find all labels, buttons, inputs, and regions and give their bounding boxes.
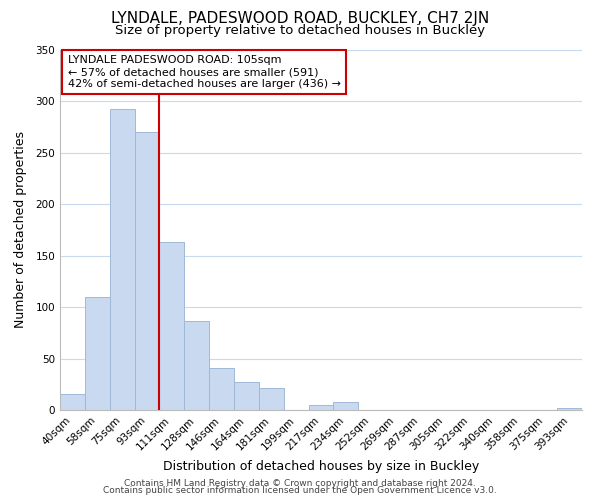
Bar: [234, 382, 259, 410]
Bar: [259, 388, 284, 410]
Text: LYNDALE PADESWOOD ROAD: 105sqm
← 57% of detached houses are smaller (591)
42% of: LYNDALE PADESWOOD ROAD: 105sqm ← 57% of …: [68, 56, 341, 88]
Bar: [209, 368, 234, 410]
Text: Size of property relative to detached houses in Buckley: Size of property relative to detached ho…: [115, 24, 485, 37]
Y-axis label: Number of detached properties: Number of detached properties: [14, 132, 27, 328]
Text: Contains public sector information licensed under the Open Government Licence v3: Contains public sector information licen…: [103, 486, 497, 495]
Bar: [110, 108, 134, 410]
Bar: [160, 242, 184, 410]
Bar: [334, 402, 358, 410]
Bar: [85, 297, 110, 410]
X-axis label: Distribution of detached houses by size in Buckley: Distribution of detached houses by size …: [163, 460, 479, 473]
Text: LYNDALE, PADESWOOD ROAD, BUCKLEY, CH7 2JN: LYNDALE, PADESWOOD ROAD, BUCKLEY, CH7 2J…: [111, 12, 489, 26]
Bar: [60, 394, 85, 410]
Text: Contains HM Land Registry data © Crown copyright and database right 2024.: Contains HM Land Registry data © Crown c…: [124, 478, 476, 488]
Bar: [184, 320, 209, 410]
Bar: [557, 408, 582, 410]
Bar: [134, 132, 160, 410]
Bar: [308, 405, 334, 410]
